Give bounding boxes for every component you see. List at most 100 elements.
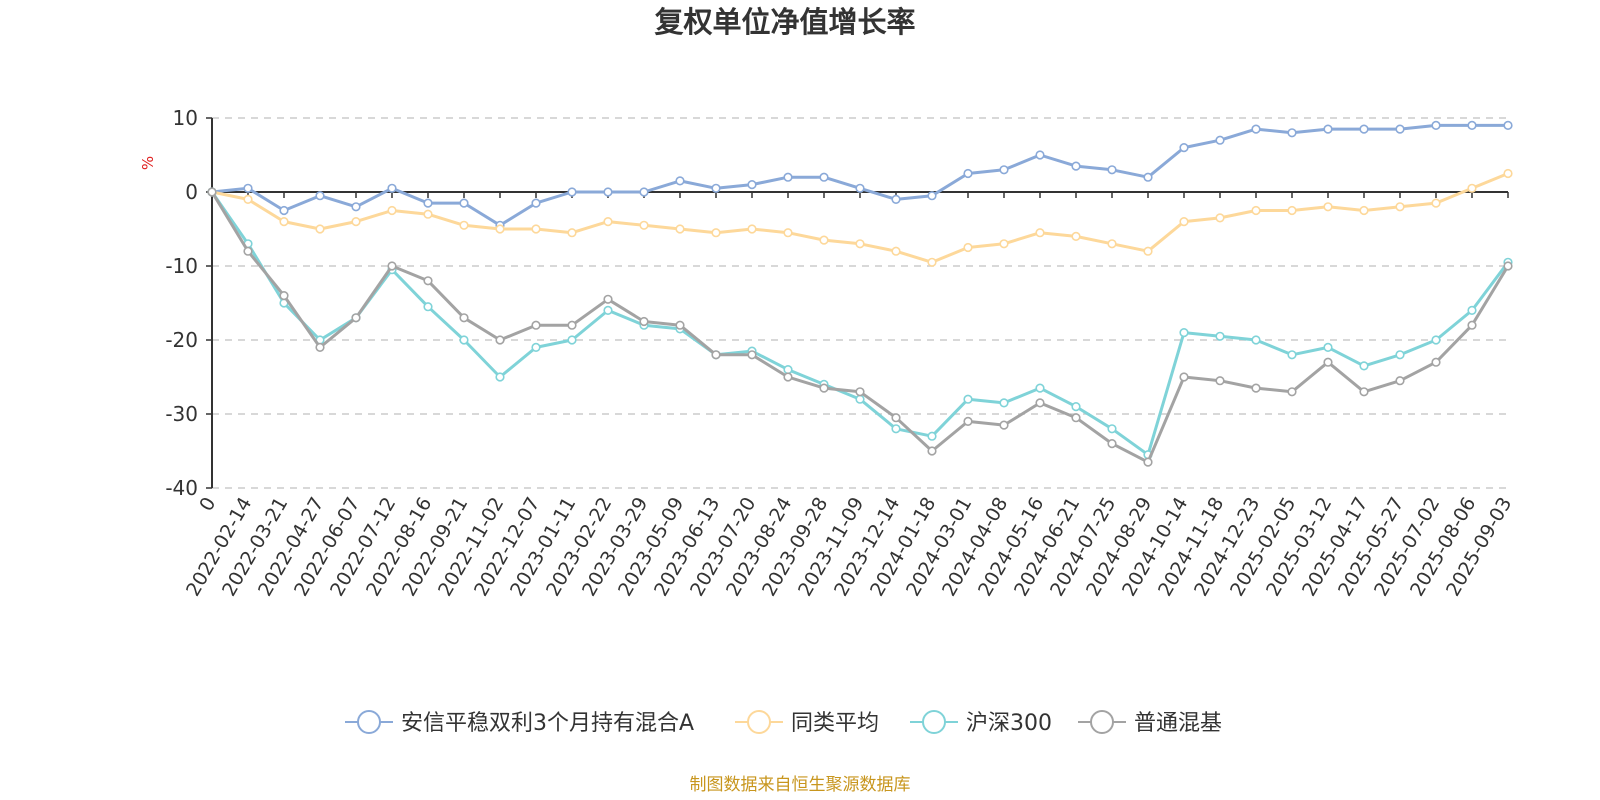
legend-swatch-marker [357, 710, 381, 734]
data-point [1359, 124, 1369, 134]
data-point [1143, 246, 1153, 256]
data-point [855, 239, 865, 249]
data-point [639, 316, 649, 327]
data-point [1251, 383, 1261, 393]
legend-label: 同类平均 [791, 711, 879, 736]
data-point [999, 165, 1009, 175]
data-point [1323, 202, 1333, 212]
data-point [603, 187, 613, 197]
data-point [1215, 376, 1225, 386]
legend-swatch-marker [922, 710, 946, 734]
data-point [783, 228, 793, 238]
data-point [1323, 342, 1333, 353]
y-tick-labels: 10 0 -10 -20 -30 -40 [165, 106, 198, 500]
legend[interactable]: 安信平稳双利3个月持有混合A 同类平均 沪深300 普通混基 [345, 710, 1222, 736]
axes [206, 117, 1509, 489]
data-point [1107, 439, 1117, 449]
data-point [423, 209, 433, 219]
data-point [927, 257, 937, 267]
data-point [1503, 261, 1513, 271]
legend-label: 普通混基 [1134, 711, 1222, 736]
data-point [387, 183, 397, 193]
data-point [243, 183, 253, 193]
grid-lines [212, 117, 1508, 489]
data-point [1215, 213, 1225, 223]
y-axis-label: % [139, 156, 157, 170]
data-point [1467, 183, 1477, 193]
legend-label: 安信平稳双利3个月持有混合A [401, 711, 694, 736]
data-point [747, 350, 757, 360]
data-point [1251, 335, 1261, 345]
data-point [855, 183, 865, 193]
data-point [891, 413, 901, 423]
legend-item[interactable]: 普通混基 [1078, 710, 1222, 736]
data-point [567, 335, 577, 345]
data-point [423, 276, 433, 286]
data-point [999, 420, 1009, 430]
data-point [1359, 387, 1369, 397]
data-point [675, 320, 685, 330]
series-line [210, 191, 1510, 464]
data-point [963, 394, 973, 404]
data-point [1359, 361, 1369, 371]
series-line [211, 123, 1508, 227]
series-2 [207, 187, 1513, 460]
data-point [1395, 376, 1405, 386]
data-point [1395, 124, 1405, 134]
y-tick-label: -30 [165, 402, 198, 426]
data-point [1467, 320, 1477, 330]
data-point [459, 313, 469, 323]
data-point [675, 176, 685, 186]
data-point [1287, 387, 1297, 397]
data-point [747, 224, 757, 234]
data-point [1287, 205, 1297, 216]
data-point [567, 320, 577, 330]
legend-label: 沪深300 [966, 711, 1052, 736]
data-point [495, 372, 505, 382]
data-point [819, 235, 829, 245]
data-point [963, 168, 973, 179]
y-tick-label: -20 [165, 328, 198, 352]
data-point [1035, 228, 1045, 238]
data-point [855, 394, 865, 404]
data-point [279, 291, 289, 301]
data-point [531, 224, 541, 234]
data-point [1071, 402, 1081, 412]
data-point [279, 217, 289, 227]
data-point [711, 350, 721, 360]
data-point [531, 198, 541, 208]
data-point [747, 180, 757, 190]
data-point [1107, 165, 1117, 175]
legend-item[interactable]: 同类平均 [735, 710, 879, 736]
data-point [1179, 372, 1189, 382]
data-point [567, 187, 577, 197]
data-point [315, 224, 325, 234]
legend-item[interactable]: 沪深300 [910, 710, 1052, 736]
legend-item[interactable]: 安信平稳双利3个月持有混合A [345, 710, 694, 736]
data-point [531, 342, 541, 353]
data-point [1071, 413, 1081, 423]
series-1 [207, 168, 1513, 267]
data-point [1071, 231, 1081, 241]
y-tick-label: -10 [165, 254, 198, 278]
series-0 [207, 120, 1513, 230]
data-point [639, 220, 649, 230]
data-point [1107, 424, 1117, 434]
data-point [1323, 357, 1333, 367]
data-point [891, 246, 901, 256]
data-point [711, 183, 721, 193]
data-point [1179, 217, 1189, 227]
y-tick-label: 10 [173, 106, 198, 130]
data-point [1395, 202, 1405, 212]
data-point [1503, 168, 1513, 179]
data-point [783, 372, 793, 382]
data-point [927, 446, 937, 456]
data-point [603, 217, 613, 227]
data-point [963, 242, 973, 253]
data-point [603, 294, 613, 304]
data-point [675, 224, 685, 234]
data-point [495, 224, 505, 234]
data-point [315, 191, 325, 201]
data-point [315, 342, 325, 353]
data-point [783, 172, 793, 182]
